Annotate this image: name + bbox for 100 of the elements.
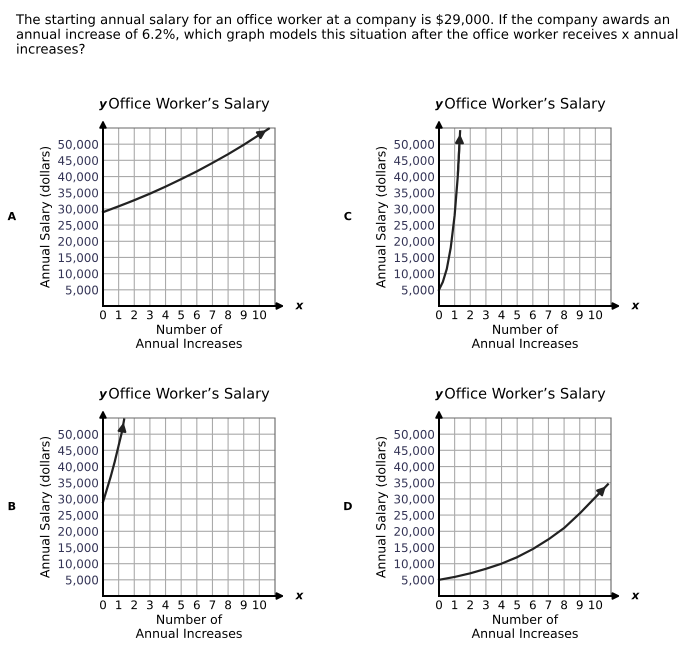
x-tick-label: 0 bbox=[436, 600, 442, 610]
x-axis-title: Number of Annual Increases bbox=[472, 324, 578, 348]
x-tick-label: 7 bbox=[210, 310, 216, 320]
x-tick-label: 8 bbox=[561, 600, 568, 610]
x-tick-label: 1 bbox=[116, 600, 122, 610]
text: x bbox=[295, 592, 304, 600]
x-axis-title: Number of Annual Increases bbox=[136, 614, 242, 638]
x-tick-label: 0 bbox=[436, 310, 442, 320]
x-tick-label: 5 bbox=[178, 600, 184, 610]
y-tick-label: 35,000 bbox=[58, 188, 98, 199]
y-tick-label: 10,000 bbox=[394, 269, 434, 280]
x-tick-label: 7 bbox=[546, 310, 552, 320]
x-tick-label: 10 bbox=[589, 600, 602, 610]
text: C bbox=[344, 212, 352, 220]
x-tick-label: 9 bbox=[576, 600, 583, 610]
y-tick-label: 30,000 bbox=[58, 204, 98, 215]
text: D bbox=[344, 502, 352, 510]
y-tick-label: 10,000 bbox=[394, 559, 434, 570]
chart-title: Office Worker’s Salary bbox=[109, 97, 270, 112]
y-tick-label: 10,000 bbox=[58, 559, 98, 570]
text: y bbox=[435, 391, 444, 400]
text: A bbox=[8, 212, 16, 220]
y-tick-label: 20,000 bbox=[58, 236, 98, 248]
y-tick-label: 20,000 bbox=[394, 236, 434, 248]
text: x bbox=[631, 302, 640, 310]
x-tick-label: 1 bbox=[452, 310, 458, 320]
y-tick-label: 50,000 bbox=[58, 140, 98, 150]
x-tick-label: 6 bbox=[530, 600, 536, 610]
x-tick-label: 8 bbox=[225, 600, 232, 610]
text: The starting annual salary for an office worker at a company is $29,000. If the company awards an annual increase of 6.2%, which graph models this situation after the office worker receives x annual increases? bbox=[16, 14, 678, 54]
y-tick-label: 15,000 bbox=[58, 543, 98, 554]
text: B bbox=[8, 502, 16, 510]
y-tick-label: 45,000 bbox=[58, 446, 98, 456]
line-series bbox=[438, 130, 462, 291]
x-tick-label: 1 bbox=[116, 310, 122, 320]
x-tick-label: 0 bbox=[100, 600, 106, 610]
text: y bbox=[99, 391, 108, 400]
text: y bbox=[435, 101, 444, 110]
x-tick-label: 3 bbox=[147, 600, 153, 610]
y-tick-label: 40,000 bbox=[58, 462, 98, 472]
y-axis-title: Annual Salary (dollars) bbox=[40, 436, 52, 578]
x-tick-label: 0 bbox=[100, 310, 106, 320]
y-axis-title: Annual Salary (dollars) bbox=[40, 146, 52, 288]
x-tick-label: 4 bbox=[162, 600, 169, 610]
line-series bbox=[102, 418, 126, 504]
y-tick-label: 15,000 bbox=[394, 543, 434, 554]
x-tick-label: 4 bbox=[162, 310, 169, 320]
y-tick-label: 50,000 bbox=[58, 430, 98, 440]
y-tick-label: 40,000 bbox=[394, 462, 434, 472]
y-tick-label: 20,000 bbox=[394, 526, 434, 538]
x-tick-label: 8 bbox=[225, 310, 232, 320]
y-tick-label: 15,000 bbox=[394, 253, 434, 264]
x-tick-label: 5 bbox=[514, 310, 520, 320]
chart-title: Office Worker’s Salary bbox=[109, 387, 270, 402]
x-tick-label: 9 bbox=[240, 310, 247, 320]
y-tick-label: 45,000 bbox=[394, 446, 434, 456]
x-tick-label: 7 bbox=[546, 600, 552, 610]
y-tick-label: 5,000 bbox=[66, 576, 98, 586]
y-tick-label: 50,000 bbox=[394, 430, 434, 440]
y-axis-title: Annual Salary (dollars) bbox=[376, 146, 388, 288]
x-tick-label: 6 bbox=[194, 600, 200, 610]
x-tick-label: 7 bbox=[210, 600, 216, 610]
text: x bbox=[295, 302, 304, 310]
x-tick-label: 2 bbox=[131, 600, 137, 610]
x-tick-label: 2 bbox=[467, 600, 473, 610]
x-tick-label: 10 bbox=[253, 600, 266, 610]
y-tick-label: 5,000 bbox=[402, 286, 434, 296]
line-series bbox=[102, 128, 270, 214]
y-tick-label: 35,000 bbox=[394, 188, 434, 199]
x-tick-label: 3 bbox=[483, 600, 489, 610]
x-tick-label: 10 bbox=[589, 310, 602, 320]
y-tick-label: 45,000 bbox=[58, 156, 98, 166]
x-tick-label: 3 bbox=[483, 310, 489, 320]
text: y bbox=[99, 101, 108, 110]
x-tick-label: 3 bbox=[147, 310, 153, 320]
x-tick-label: 4 bbox=[498, 310, 505, 320]
line-series bbox=[438, 483, 609, 581]
y-tick-label: 15,000 bbox=[58, 253, 98, 264]
y-tick-label: 20,000 bbox=[58, 526, 98, 538]
x-tick-label: 5 bbox=[178, 310, 184, 320]
x-tick-label: 2 bbox=[467, 310, 473, 320]
x-tick-label: 4 bbox=[498, 600, 505, 610]
y-tick-label: 40,000 bbox=[394, 172, 434, 182]
y-tick-label: 30,000 bbox=[58, 494, 98, 505]
y-tick-label: 30,000 bbox=[394, 494, 434, 505]
y-tick-label: 5,000 bbox=[66, 286, 98, 296]
x-tick-label: 8 bbox=[561, 310, 568, 320]
y-tick-label: 35,000 bbox=[58, 478, 98, 489]
x-tick-label: 9 bbox=[576, 310, 583, 320]
x-axis-title: Number of Annual Increases bbox=[472, 614, 578, 638]
y-tick-label: 30,000 bbox=[394, 204, 434, 215]
x-tick-label: 2 bbox=[131, 310, 137, 320]
chart-title: Office Worker’s Salary bbox=[445, 97, 606, 112]
y-tick-label: 40,000 bbox=[58, 172, 98, 182]
y-tick-label: 25,000 bbox=[58, 510, 98, 521]
x-tick-label: 10 bbox=[253, 310, 266, 320]
chart-title: Office Worker’s Salary bbox=[445, 387, 606, 402]
y-tick-label: 25,000 bbox=[394, 510, 434, 521]
x-axis-title: Number of Annual Increases bbox=[136, 324, 242, 348]
x-tick-label: 9 bbox=[240, 600, 247, 610]
